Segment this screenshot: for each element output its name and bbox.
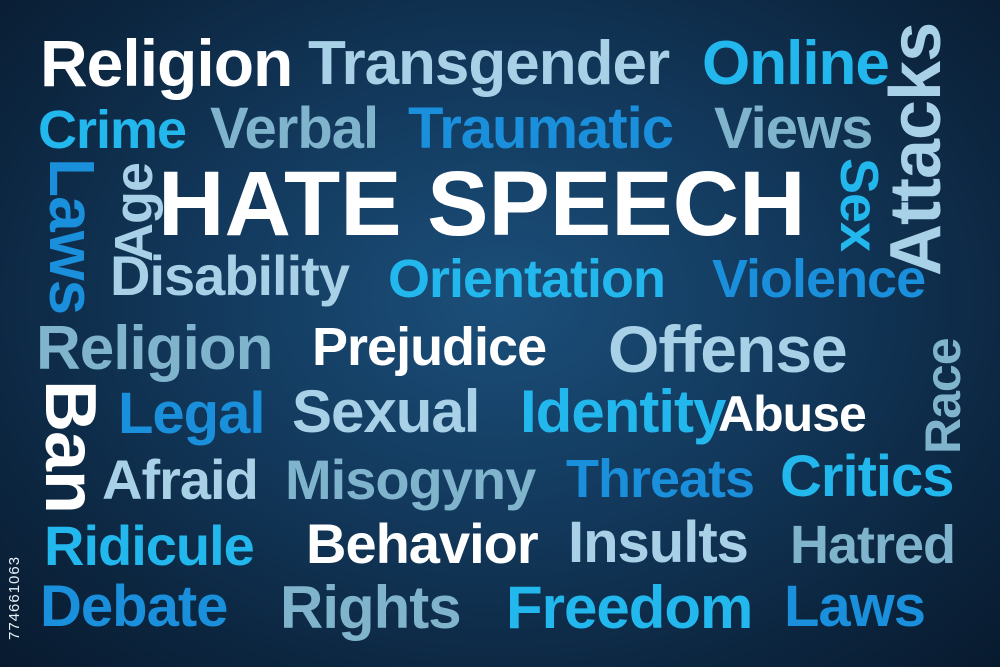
word-hate-speech: HATE SPEECH: [158, 153, 806, 255]
word-orientation: Orientation: [388, 249, 666, 309]
word-behavior: Behavior: [306, 512, 539, 575]
word-religion-top: Religion: [40, 26, 293, 100]
word-race: Race: [915, 338, 971, 454]
word-ridicule: Ridicule: [44, 514, 255, 577]
word-verbal: Verbal: [210, 96, 379, 161]
word-debate: Debate: [40, 574, 228, 639]
word-freedom: Freedom: [506, 574, 753, 641]
word-prejudice: Prejudice: [312, 317, 547, 377]
word-legal: Legal: [118, 381, 265, 446]
word-transgender: Transgender: [308, 29, 670, 98]
word-laws-vertical: Laws: [36, 158, 108, 315]
word-identity: Identity: [520, 378, 726, 445]
word-online: Online: [702, 29, 890, 98]
word-crime: Crime: [38, 100, 187, 160]
word-abuse: Abuse: [718, 386, 867, 442]
word-offense: Offense: [608, 312, 848, 386]
word-afraid: Afraid: [102, 448, 259, 511]
word-sexual: Sexual: [292, 378, 480, 445]
word-attacks: Attacks: [876, 22, 956, 276]
word-disability: Disability: [110, 244, 350, 307]
word-ban: Ban: [30, 380, 110, 514]
word-violence: Violence: [712, 249, 926, 309]
word-views: Views: [714, 96, 873, 161]
word-insults: Insults: [568, 510, 749, 575]
word-religion-mid: Religion: [36, 314, 274, 383]
word-threats: Threats: [566, 449, 755, 509]
watermark-id: 774661063: [6, 555, 23, 640]
word-critics: Critics: [780, 444, 955, 509]
word-traumatic: Traumatic: [408, 96, 674, 161]
word-rights: Rights: [280, 574, 462, 641]
word-hatred: Hatred: [790, 515, 956, 575]
word-misogyny: Misogyny: [285, 448, 536, 511]
word-laws-bottom: Laws: [784, 574, 926, 639]
